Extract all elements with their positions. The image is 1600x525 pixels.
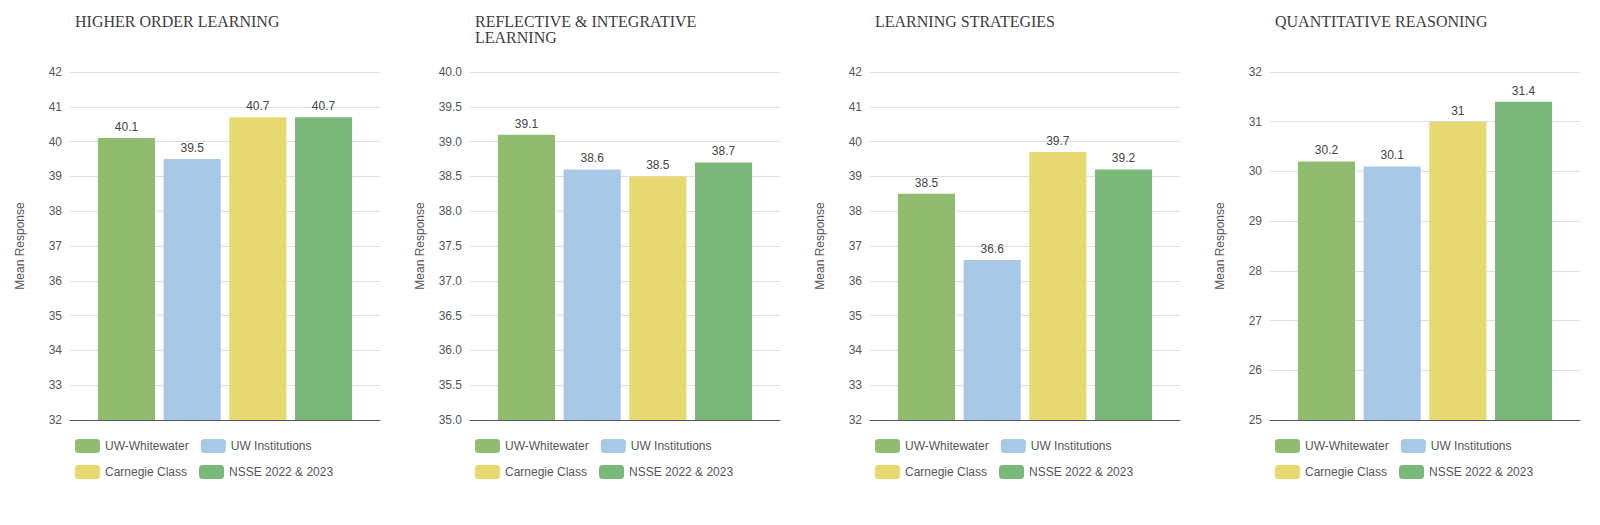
svg-text:UW-Whitewater: UW-Whitewater bbox=[505, 439, 589, 453]
svg-text:38.0: 38.0 bbox=[439, 204, 463, 218]
svg-text:NSSE 2022 & 2023: NSSE 2022 & 2023 bbox=[1429, 465, 1533, 479]
svg-text:UW Institutions: UW Institutions bbox=[231, 439, 312, 453]
svg-text:39.0: 39.0 bbox=[439, 135, 463, 149]
svg-text:38.5: 38.5 bbox=[646, 158, 670, 172]
svg-text:42: 42 bbox=[849, 65, 863, 79]
svg-text:30.2: 30.2 bbox=[1315, 143, 1339, 157]
svg-text:38.5: 38.5 bbox=[915, 176, 939, 190]
svg-text:36.6: 36.6 bbox=[980, 242, 1004, 256]
svg-text:27: 27 bbox=[1249, 314, 1263, 328]
svg-text:35.0: 35.0 bbox=[439, 413, 463, 427]
svg-text:UW-Whitewater: UW-Whitewater bbox=[105, 439, 189, 453]
svg-text:NSSE 2022 & 2023: NSSE 2022 & 2023 bbox=[229, 465, 333, 479]
svg-text:QUANTITATIVE REASONING: QUANTITATIVE REASONING bbox=[1275, 13, 1488, 30]
svg-text:33: 33 bbox=[49, 378, 63, 392]
svg-text:UW Institutions: UW Institutions bbox=[1431, 439, 1512, 453]
svg-text:39.5: 39.5 bbox=[180, 141, 204, 155]
svg-text:40: 40 bbox=[49, 135, 63, 149]
svg-text:41: 41 bbox=[849, 100, 863, 114]
svg-text:LEARNING: LEARNING bbox=[475, 29, 557, 46]
svg-text:31: 31 bbox=[1249, 115, 1263, 129]
svg-text:39: 39 bbox=[49, 169, 63, 183]
svg-text:40.1: 40.1 bbox=[115, 120, 139, 134]
svg-text:39.7: 39.7 bbox=[1046, 134, 1070, 148]
svg-text:NSSE 2022 & 2023: NSSE 2022 & 2023 bbox=[1029, 465, 1133, 479]
svg-text:37.0: 37.0 bbox=[439, 274, 463, 288]
svg-text:38.6: 38.6 bbox=[580, 151, 604, 165]
svg-text:32: 32 bbox=[49, 413, 63, 427]
svg-text:40: 40 bbox=[849, 135, 863, 149]
svg-text:38: 38 bbox=[849, 204, 863, 218]
svg-text:38: 38 bbox=[49, 204, 63, 218]
svg-text:33: 33 bbox=[849, 378, 863, 392]
svg-text:Mean Response: Mean Response bbox=[413, 202, 427, 290]
svg-text:25: 25 bbox=[1249, 413, 1263, 427]
svg-text:28: 28 bbox=[1249, 264, 1263, 278]
svg-text:38.5: 38.5 bbox=[439, 169, 463, 183]
svg-text:Carnegie Class: Carnegie Class bbox=[105, 465, 187, 479]
svg-text:UW Institutions: UW Institutions bbox=[1031, 439, 1112, 453]
svg-text:39.1: 39.1 bbox=[515, 117, 539, 131]
svg-text:31: 31 bbox=[1451, 104, 1465, 118]
svg-text:40.0: 40.0 bbox=[439, 65, 463, 79]
svg-text:30.1: 30.1 bbox=[1380, 148, 1404, 162]
svg-text:34: 34 bbox=[849, 343, 863, 357]
svg-text:REFLECTIVE & INTEGRATIVE: REFLECTIVE & INTEGRATIVE bbox=[475, 13, 696, 30]
svg-text:41: 41 bbox=[49, 100, 63, 114]
svg-text:Mean Response: Mean Response bbox=[813, 202, 827, 290]
svg-text:29: 29 bbox=[1249, 214, 1263, 228]
svg-text:Carnegie Class: Carnegie Class bbox=[505, 465, 587, 479]
svg-text:34: 34 bbox=[49, 343, 63, 357]
svg-text:Carnegie Class: Carnegie Class bbox=[1305, 465, 1387, 479]
svg-text:36.5: 36.5 bbox=[439, 309, 463, 323]
svg-text:32: 32 bbox=[1249, 65, 1263, 79]
svg-text:32: 32 bbox=[849, 413, 863, 427]
svg-text:37: 37 bbox=[849, 239, 863, 253]
svg-text:Mean Response: Mean Response bbox=[13, 202, 27, 290]
svg-text:26: 26 bbox=[1249, 363, 1263, 377]
svg-text:30: 30 bbox=[1249, 164, 1263, 178]
svg-text:39: 39 bbox=[849, 169, 863, 183]
svg-text:39.5: 39.5 bbox=[439, 100, 463, 114]
svg-text:31.4: 31.4 bbox=[1512, 84, 1536, 98]
svg-text:36: 36 bbox=[849, 274, 863, 288]
svg-text:HIGHER ORDER LEARNING: HIGHER ORDER LEARNING bbox=[75, 13, 280, 30]
svg-text:35.5: 35.5 bbox=[439, 378, 463, 392]
svg-text:LEARNING STRATEGIES: LEARNING STRATEGIES bbox=[875, 13, 1055, 30]
svg-text:UW-Whitewater: UW-Whitewater bbox=[905, 439, 989, 453]
svg-text:35: 35 bbox=[849, 309, 863, 323]
svg-text:36: 36 bbox=[49, 274, 63, 288]
svg-text:UW Institutions: UW Institutions bbox=[631, 439, 712, 453]
svg-text:NSSE 2022 & 2023: NSSE 2022 & 2023 bbox=[629, 465, 733, 479]
svg-text:39.2: 39.2 bbox=[1112, 151, 1136, 165]
svg-text:38.7: 38.7 bbox=[712, 144, 736, 158]
svg-text:40.7: 40.7 bbox=[312, 99, 336, 113]
svg-text:36.0: 36.0 bbox=[439, 343, 463, 357]
svg-text:40.7: 40.7 bbox=[246, 99, 270, 113]
svg-text:UW-Whitewater: UW-Whitewater bbox=[1305, 439, 1389, 453]
svg-text:42: 42 bbox=[49, 65, 63, 79]
svg-text:Carnegie Class: Carnegie Class bbox=[905, 465, 987, 479]
svg-text:37: 37 bbox=[49, 239, 63, 253]
svg-text:Mean Response: Mean Response bbox=[1213, 202, 1227, 290]
svg-text:37.5: 37.5 bbox=[439, 239, 463, 253]
svg-text:35: 35 bbox=[49, 309, 63, 323]
